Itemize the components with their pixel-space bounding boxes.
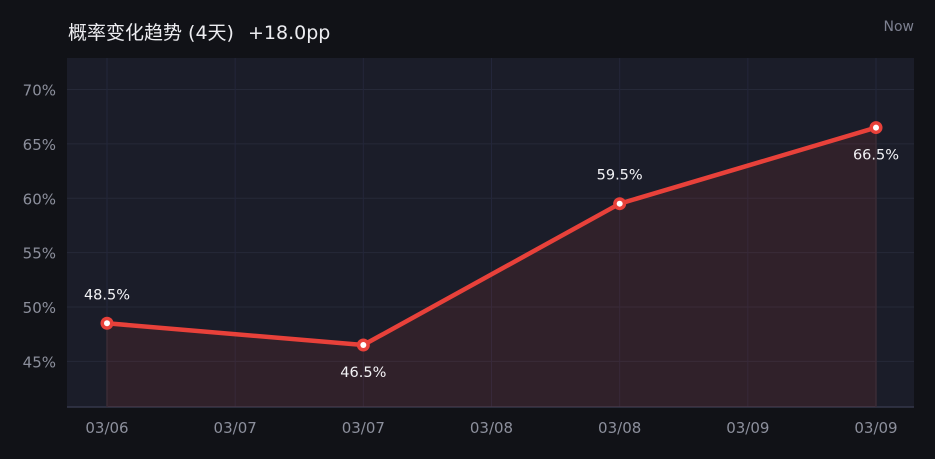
y-tick-label: 70%: [23, 82, 56, 100]
grid-lines: [67, 58, 914, 407]
data-point-center: [616, 200, 623, 207]
x-tick-label: 03/06: [85, 419, 128, 437]
area-fill: [107, 127, 876, 408]
y-tick-label: 45%: [23, 353, 56, 371]
data-point-center: [360, 342, 367, 349]
x-tick-label: 03/09: [726, 419, 769, 437]
data-label: 48.5%: [84, 287, 130, 303]
change-value: +18.0pp: [247, 22, 331, 44]
x-tick-label: 03/07: [342, 419, 385, 437]
data-points: [100, 121, 883, 352]
y-tick-label: 55%: [23, 245, 56, 263]
data-point-center: [104, 320, 110, 327]
chart-title: 概率变化趋势 (4天): [68, 22, 234, 44]
data-label: 46.5%: [340, 365, 386, 381]
x-axis-ticks: 03/06 03/07 03/07 03/08 03/08 03/09 03/09: [85, 419, 897, 437]
data-label: 59.5%: [597, 168, 643, 184]
data-point-center: [873, 124, 879, 131]
y-axis-ticks: 45% 50% 55% 60% 65% 70%: [23, 82, 56, 372]
drop-lines: [106, 127, 877, 407]
x-tick-label: 03/07: [214, 419, 257, 437]
y-tick-label: 60%: [23, 190, 56, 208]
x-tick-label: 03/09: [854, 419, 897, 437]
x-tick-label: 03/08: [598, 419, 641, 437]
series-line: [104, 125, 879, 348]
plot-area: [67, 58, 914, 407]
data-labels: 48.5% 46.5% 59.5% 66.5%: [84, 148, 899, 381]
y-tick-label: 50%: [23, 299, 56, 317]
now-label: Now: [883, 19, 915, 35]
chart-header: 概率变化趋势 (4天) +18.0pp: [68, 18, 330, 45]
y-tick-label: 65%: [23, 136, 56, 154]
x-tick-label: 03/08: [470, 419, 513, 437]
data-label: 66.5%: [853, 148, 899, 164]
